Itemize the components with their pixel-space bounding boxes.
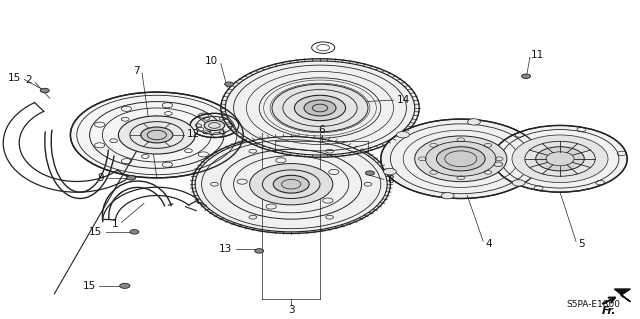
Text: 13: 13 bbox=[219, 244, 232, 254]
Text: 11: 11 bbox=[531, 50, 545, 60]
Circle shape bbox=[255, 249, 264, 253]
Circle shape bbox=[120, 283, 130, 288]
Circle shape bbox=[273, 175, 309, 193]
Text: Fr.: Fr. bbox=[602, 307, 616, 316]
Circle shape bbox=[397, 131, 410, 138]
Circle shape bbox=[204, 120, 225, 130]
Circle shape bbox=[40, 88, 49, 93]
Circle shape bbox=[130, 230, 139, 234]
Circle shape bbox=[70, 92, 243, 178]
Circle shape bbox=[192, 135, 390, 234]
Circle shape bbox=[493, 125, 627, 192]
Circle shape bbox=[536, 147, 584, 171]
Circle shape bbox=[525, 143, 538, 149]
Text: 6: 6 bbox=[319, 125, 325, 135]
Text: 9: 9 bbox=[98, 173, 104, 183]
Circle shape bbox=[522, 74, 531, 78]
Circle shape bbox=[381, 119, 541, 198]
Circle shape bbox=[190, 113, 239, 137]
Circle shape bbox=[141, 127, 173, 143]
Circle shape bbox=[250, 164, 333, 205]
Circle shape bbox=[426, 141, 496, 176]
Text: 5: 5 bbox=[578, 239, 584, 249]
Text: 14: 14 bbox=[397, 95, 410, 105]
Circle shape bbox=[221, 59, 419, 157]
Circle shape bbox=[512, 135, 608, 182]
Text: 12: 12 bbox=[187, 129, 200, 139]
Circle shape bbox=[225, 82, 234, 86]
Circle shape bbox=[415, 136, 507, 182]
Text: 1: 1 bbox=[112, 219, 118, 229]
Text: S5PA-E1800: S5PA-E1800 bbox=[567, 300, 621, 309]
Circle shape bbox=[383, 168, 396, 175]
Text: 2: 2 bbox=[26, 75, 32, 85]
Text: 8: 8 bbox=[387, 175, 394, 185]
Polygon shape bbox=[614, 289, 630, 302]
Circle shape bbox=[272, 84, 368, 132]
Text: 3: 3 bbox=[288, 305, 294, 315]
Circle shape bbox=[467, 119, 480, 125]
Circle shape bbox=[118, 116, 195, 154]
Circle shape bbox=[442, 193, 454, 199]
Circle shape bbox=[512, 180, 525, 186]
Text: 15: 15 bbox=[83, 281, 96, 291]
Text: 7: 7 bbox=[133, 66, 140, 77]
Text: 15: 15 bbox=[89, 227, 102, 237]
Text: 15: 15 bbox=[8, 73, 21, 83]
Circle shape bbox=[304, 100, 336, 116]
Circle shape bbox=[294, 95, 346, 121]
Text: 4: 4 bbox=[485, 239, 492, 249]
Text: 10: 10 bbox=[204, 56, 218, 66]
Circle shape bbox=[365, 171, 374, 175]
Circle shape bbox=[436, 147, 485, 171]
Circle shape bbox=[127, 176, 136, 180]
